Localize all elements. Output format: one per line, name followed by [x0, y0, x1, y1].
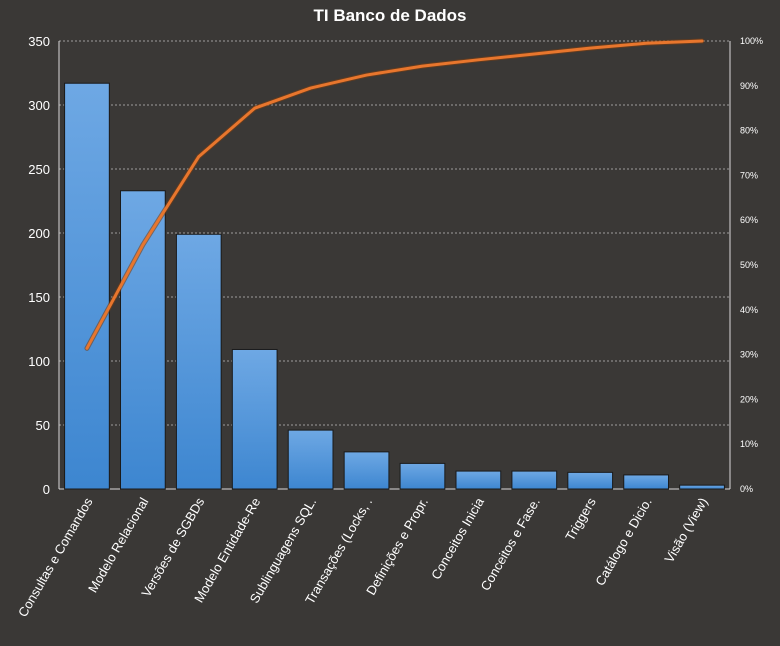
- y2-tick-label: 30%: [740, 350, 758, 360]
- bar: [287, 429, 334, 490]
- bar: [175, 233, 222, 490]
- x-tick-label: Visão (View): [661, 495, 710, 565]
- bar: [120, 190, 166, 490]
- y2-tick-label: 60%: [740, 215, 758, 225]
- bar: [343, 451, 390, 490]
- y2-tick-label: 90%: [740, 81, 758, 91]
- bar: [511, 470, 558, 490]
- y2-tick-label: 70%: [740, 170, 758, 180]
- bar: [623, 474, 669, 490]
- chart-title: TI Banco de Dados: [313, 6, 467, 25]
- y-tick-label: 250: [28, 162, 50, 177]
- y2-tick-label: 10%: [740, 439, 758, 449]
- y2-tick-label: 80%: [740, 126, 758, 136]
- y2-tick-label: 0%: [740, 484, 753, 494]
- bar: [567, 471, 614, 490]
- bar: [64, 82, 110, 490]
- cumulative-line: [85, 39, 704, 350]
- x-tick-label: Conceitos e Fase.: [478, 495, 543, 593]
- x-tick-label: Catálogo e Dicio.: [592, 495, 654, 588]
- y2-tick-label: 100%: [740, 36, 763, 46]
- x-tick-label: Versões de SGBDs: [138, 495, 207, 600]
- x-tick-label: Triggers: [562, 495, 599, 544]
- y-tick-label: 150: [28, 290, 50, 305]
- x-tick-label: Consultas e Comandos: [15, 495, 96, 620]
- y2-tick-label: 40%: [740, 305, 758, 315]
- bar: [231, 348, 278, 490]
- bar: [679, 484, 725, 490]
- bar: [399, 462, 446, 490]
- y-tick-label: 100: [28, 354, 50, 369]
- bar: [455, 470, 502, 490]
- y-tick-label: 0: [43, 482, 50, 497]
- y-tick-label: 300: [28, 98, 50, 113]
- y-tick-label: 350: [28, 34, 50, 49]
- x-tick-label: Definições e Propr.: [363, 495, 431, 598]
- y-tick-label: 200: [28, 226, 50, 241]
- y2-tick-label: 20%: [740, 394, 758, 404]
- y2-tick-label: 50%: [740, 260, 758, 270]
- y-tick-label: 50: [36, 418, 50, 433]
- x-tick-label: Conceitos Inicia: [428, 494, 487, 582]
- x-tick-label: Modelo Relacional: [85, 495, 152, 595]
